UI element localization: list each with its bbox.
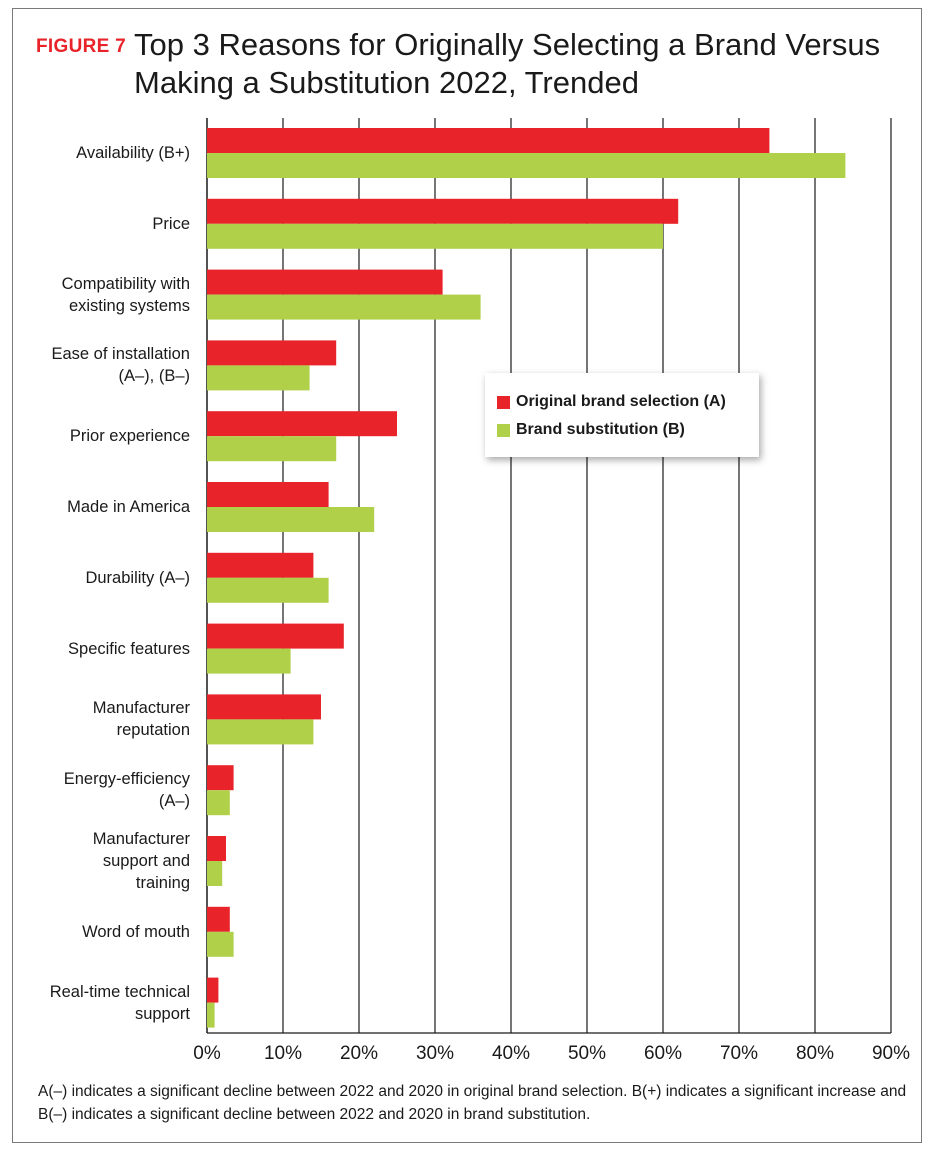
legend-label-original: Original brand selection (A) (516, 393, 726, 410)
bar-original-9 (207, 765, 234, 791)
bar-substitution-3 (207, 365, 310, 391)
bar-substitution-1 (207, 223, 663, 249)
chart-title: Top 3 Reasons for Originally Selecting a… (134, 27, 881, 100)
legend-swatch-substitution (497, 423, 510, 437)
category-label-10: Manufacturer support and training (92, 830, 190, 892)
bar-substitution-11 (207, 931, 234, 957)
footnote: A(–) indicates a significant decline bet… (38, 1083, 907, 1123)
chart-legend: Original brand selection (A) Brand subst… (485, 373, 759, 457)
category-label-7: Specific features (68, 639, 190, 658)
category-label-3: Ease of installation (A–), (B–) (51, 345, 190, 386)
x-tick-label-6: 60% (643, 1043, 683, 1064)
bar-substitution-5 (207, 507, 375, 532)
category-label-6: Durability (A–) (85, 568, 190, 587)
legend-label-substitution: Brand substitution (B) (516, 421, 685, 438)
bar-original-12 (207, 977, 219, 1003)
x-tick-label-7: 70% (719, 1043, 759, 1064)
bar-original-1 (207, 198, 679, 224)
category-label-11: Word of mouth (82, 922, 190, 941)
legend-item-substitution: Brand substitution (B) (497, 421, 685, 439)
x-tick-label-4: 40% (491, 1043, 531, 1064)
bar-original-8 (207, 694, 321, 720)
legend-swatch-original (497, 395, 510, 409)
bar-original-4 (207, 411, 397, 437)
figure-label: FIGURE 7 (36, 36, 127, 57)
bar-substitution-2 (207, 294, 481, 320)
category-label-1: Price (152, 214, 190, 233)
bar-substitution-8 (207, 719, 314, 745)
bar-substitution-12 (207, 1002, 215, 1028)
bar-original-2 (207, 269, 443, 295)
bar-substitution-0 (207, 153, 846, 178)
x-tick-label-0: 0% (193, 1043, 221, 1064)
bar-original-10 (207, 836, 226, 861)
bar-substitution-4 (207, 436, 337, 462)
bar-substitution-7 (207, 648, 291, 674)
x-tick-label-2: 20% (339, 1043, 379, 1064)
category-label-2: Compatibility with existing systems (61, 274, 190, 315)
bar-original-5 (207, 482, 329, 507)
figure-frame (12, 8, 922, 1143)
bar-original-7 (207, 623, 344, 649)
category-label-4: Prior experience (69, 427, 190, 446)
category-label-9: Energy-efficiency (A–) (63, 770, 190, 811)
category-label-0: Availability (B+) (76, 144, 190, 162)
bar-original-11 (207, 906, 230, 932)
x-tick-label-5: 50% (567, 1043, 607, 1064)
bar-substitution-10 (207, 861, 223, 886)
category-label-8: Manufacturer reputation (92, 699, 190, 740)
x-tick-label-8: 80% (795, 1043, 835, 1064)
bar-substitution-6 (207, 577, 329, 603)
bar-original-6 (207, 552, 314, 578)
x-tick-label-9: 90% (871, 1043, 911, 1064)
bar-original-0 (207, 128, 770, 153)
bar-substitution-9 (207, 790, 230, 816)
bar-original-3 (207, 340, 337, 366)
x-tick-label-3: 30% (415, 1043, 455, 1064)
category-label-12: Real-time technical support (49, 982, 190, 1023)
category-label-5: Made in America (67, 498, 190, 516)
legend-item-original: Original brand selection (A) (497, 393, 726, 411)
x-tick-label-1: 10% (263, 1043, 303, 1064)
